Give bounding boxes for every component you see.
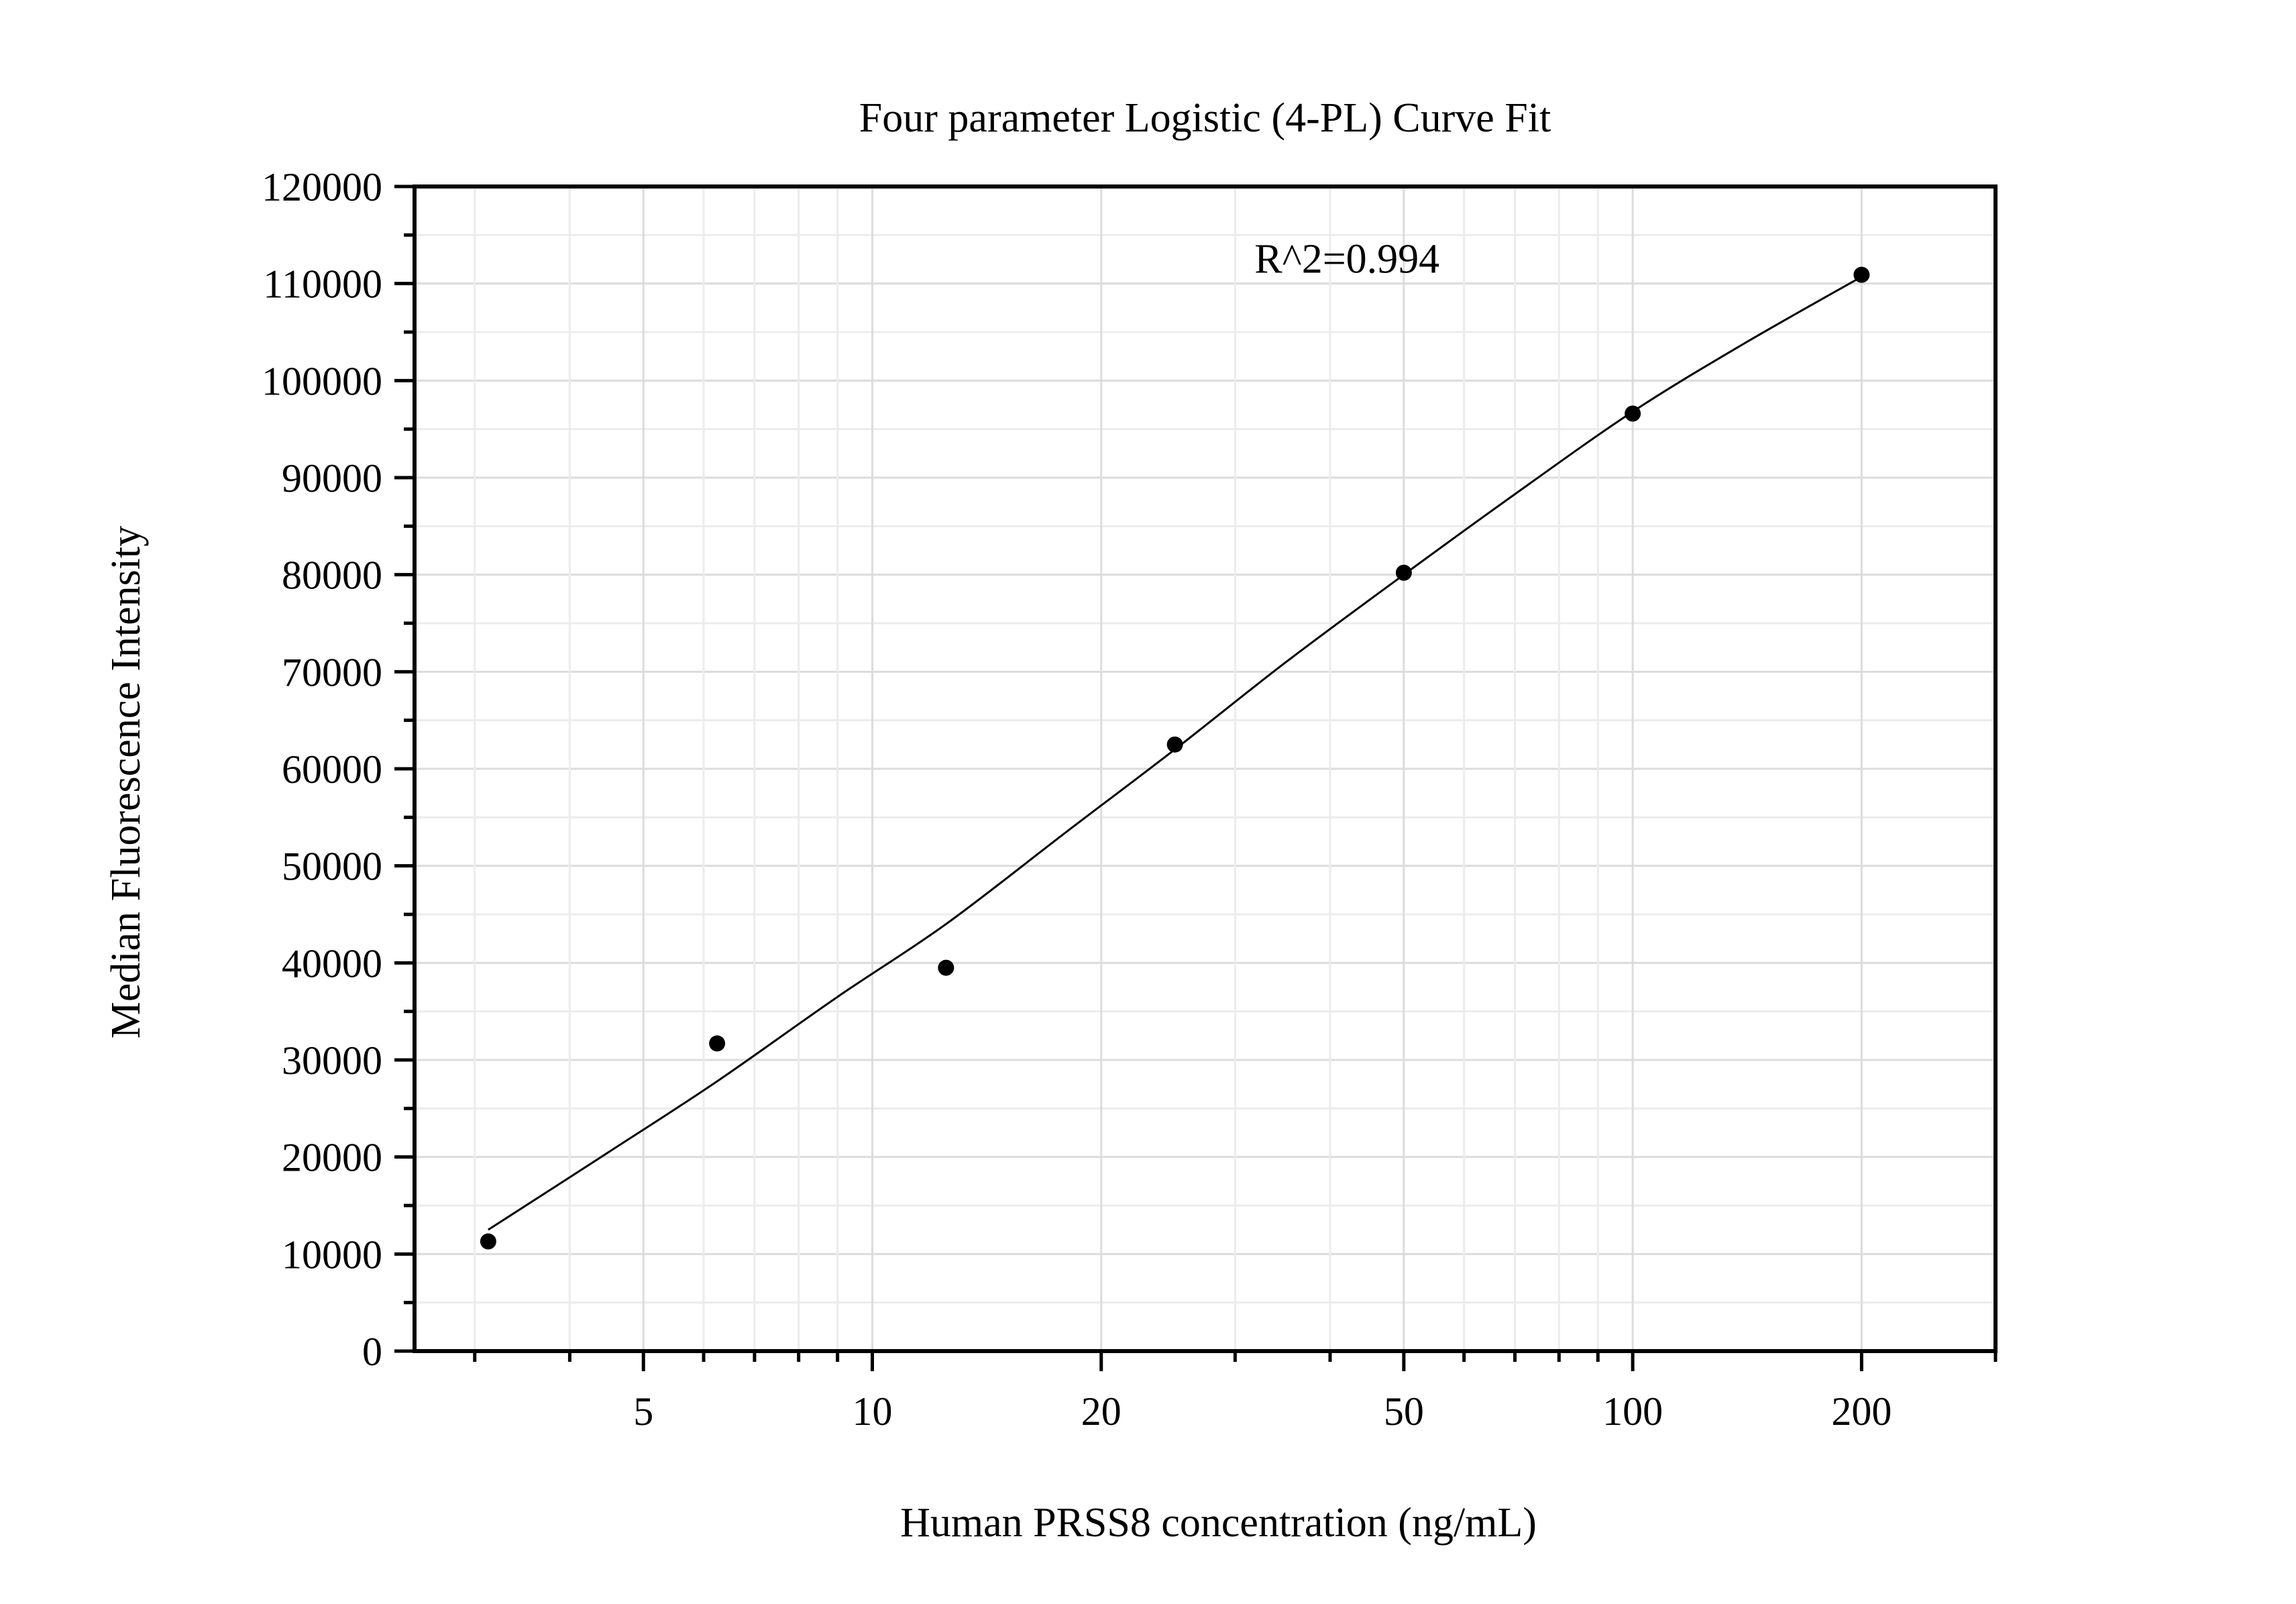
x-tick-label: 50 <box>1384 1389 1424 1434</box>
y-tick-label: 110000 <box>263 262 382 307</box>
y-tick-label: 80000 <box>282 553 382 598</box>
x-axis-label: Human PRSS8 concentration (ng/mL) <box>900 1500 1537 1546</box>
tick-labels: 0 10000 20000 30000 40000 50000 60000 70000 8000… <box>262 165 1892 1434</box>
data-point <box>1625 405 1641 422</box>
data-point <box>709 1035 726 1052</box>
y-tick-label: 90000 <box>282 456 382 500</box>
data-point <box>1166 736 1183 753</box>
r-squared-annotation: R^2=0.994 <box>1254 237 1439 282</box>
y-tick-label: 30000 <box>282 1038 382 1083</box>
y-axis-label: Median Fluorescence Intensity <box>103 526 149 1038</box>
y-tick-label: 60000 <box>282 747 382 792</box>
x-tick-label: 20 <box>1081 1389 1122 1434</box>
y-tick-label: 100000 <box>262 359 382 403</box>
x-tick-label: 5 <box>633 1389 653 1434</box>
y-tick-label: 20000 <box>282 1136 382 1180</box>
x-tick-label: 200 <box>1831 1389 1892 1434</box>
chart-title: Four parameter Logistic (4-PL) Curve Fit <box>859 95 1551 141</box>
y-tick-label: 40000 <box>282 941 382 985</box>
grid <box>415 186 1997 1351</box>
y-tick-label: 0 <box>362 1330 382 1374</box>
y-tick-label: 120000 <box>262 165 382 209</box>
data-point <box>938 959 954 976</box>
data-point <box>1395 564 1412 581</box>
data-point <box>1853 266 1870 283</box>
x-tick-label: 100 <box>1602 1389 1663 1434</box>
y-tick-label: 50000 <box>282 845 382 889</box>
data-point <box>480 1233 496 1250</box>
tick-marks <box>394 184 1998 1371</box>
fit-curve <box>488 276 1863 1231</box>
x-tick-label: 10 <box>853 1389 893 1434</box>
fit-curve-group <box>488 276 1863 1231</box>
y-tick-label: 70000 <box>282 650 382 694</box>
data-points-group <box>480 266 1870 1250</box>
y-tick-label: 10000 <box>282 1232 382 1277</box>
